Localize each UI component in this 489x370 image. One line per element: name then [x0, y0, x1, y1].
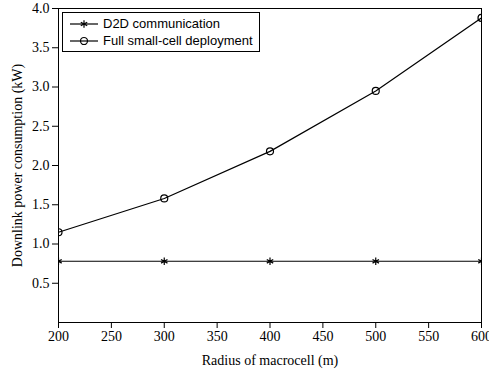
- svg-text:450: 450: [312, 329, 333, 344]
- svg-text:350: 350: [207, 329, 228, 344]
- svg-text:0.5: 0.5: [32, 276, 50, 291]
- svg-text:4.0: 4.0: [32, 1, 50, 16]
- svg-text:500: 500: [365, 329, 386, 344]
- svg-text:1.0: 1.0: [32, 236, 50, 251]
- svg-text:550: 550: [418, 329, 439, 344]
- svg-text:1.5: 1.5: [32, 197, 50, 212]
- svg-text:250: 250: [101, 329, 122, 344]
- html-text:Full small-cell deployment: Full small-cell deployment: [103, 33, 253, 48]
- svg-text:Radius of macrocell (m): Radius of macrocell (m): [202, 353, 339, 369]
- svg-text:200: 200: [48, 329, 69, 344]
- svg-text:3.5: 3.5: [32, 40, 50, 55]
- svg-text:2.0: 2.0: [32, 158, 50, 173]
- svg-text:400: 400: [260, 329, 281, 344]
- svg-text:Downlink power consumption (kW: Downlink power consumption (kW): [10, 63, 26, 267]
- svg-text:600: 600: [471, 329, 489, 344]
- svg-text:2.5: 2.5: [32, 119, 50, 134]
- html-text:D2D communication: D2D communication: [103, 16, 220, 31]
- svg-text:3.0: 3.0: [32, 79, 50, 94]
- svg-text:300: 300: [154, 329, 175, 344]
